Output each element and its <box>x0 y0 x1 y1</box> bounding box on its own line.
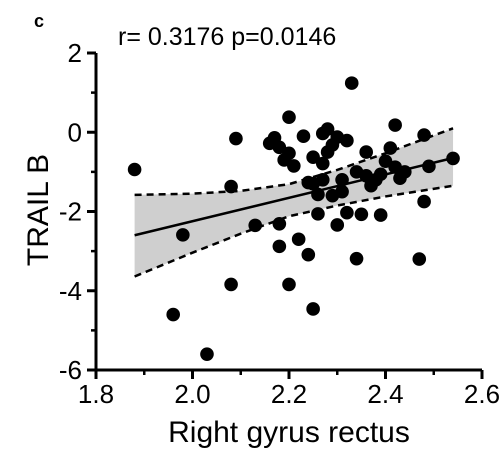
data-point <box>354 207 369 222</box>
data-point <box>398 165 412 179</box>
data-point <box>417 128 431 142</box>
data-point <box>224 179 238 194</box>
data-point <box>373 208 388 222</box>
data-point <box>248 218 263 233</box>
data-point <box>127 162 142 177</box>
data-point <box>320 122 335 136</box>
data-point <box>315 156 330 171</box>
data-point <box>306 302 320 316</box>
data-point <box>301 247 316 262</box>
x-tick-label: 1.8 <box>78 379 114 409</box>
data-point <box>330 218 345 232</box>
confidence-band <box>134 128 454 277</box>
axes-layer: -6 -4 -2 0 2 1.8 2.0 2.2 2.4 2.6 <box>59 38 500 409</box>
data-point <box>272 239 287 254</box>
y-tick-label: 0 <box>68 117 82 147</box>
data-point <box>224 277 238 292</box>
x-tick-label: 2.6 <box>464 379 500 409</box>
data-point <box>176 228 190 242</box>
y-tick-label: -6 <box>59 355 82 385</box>
data-point <box>311 207 325 221</box>
y-tick-label: 2 <box>68 38 82 68</box>
data-point <box>446 151 460 166</box>
data-point <box>383 141 398 155</box>
data-point <box>272 216 287 231</box>
data-point <box>306 150 320 165</box>
x-axis-label: Right gyrus rectus <box>168 416 410 449</box>
label-layer: c r= 0.3176 p=0.0146 Right gyrus rectus … <box>22 11 410 449</box>
data-point <box>311 187 325 202</box>
data-point <box>340 133 354 148</box>
confidence-lower-line <box>134 184 454 278</box>
data-point <box>335 173 349 187</box>
chart-title: r= 0.3176 p=0.0146 <box>118 23 336 51</box>
x-tick-label: 2.4 <box>367 379 403 409</box>
data-point <box>291 232 306 247</box>
data-point <box>296 129 311 144</box>
x-tick-label: 2.0 <box>174 379 210 409</box>
data-point <box>349 251 364 266</box>
x-tick-label: 2.2 <box>271 379 307 409</box>
data-point <box>422 159 436 174</box>
data-point <box>359 145 374 159</box>
data-point <box>373 167 388 182</box>
data-point <box>315 173 330 187</box>
y-axis-label: TRAIL B <box>22 154 55 266</box>
y-tick-label: -4 <box>59 276 82 306</box>
y-tick-label: -2 <box>59 197 82 227</box>
data-point <box>229 131 243 146</box>
data-point <box>166 307 180 322</box>
confidence-upper-line <box>134 127 454 197</box>
data-point <box>412 252 427 266</box>
data-point <box>282 110 296 124</box>
panel-label: c <box>34 11 44 31</box>
data-point <box>282 277 296 292</box>
data-point <box>388 118 402 132</box>
data-point <box>340 205 354 220</box>
points-layer <box>127 76 460 361</box>
data-point <box>344 76 359 90</box>
data-point <box>335 184 349 199</box>
data-point <box>200 347 214 361</box>
data-point <box>417 194 431 209</box>
data-point <box>282 146 296 161</box>
confidence-band-layer <box>134 127 454 278</box>
data-point <box>287 159 301 173</box>
